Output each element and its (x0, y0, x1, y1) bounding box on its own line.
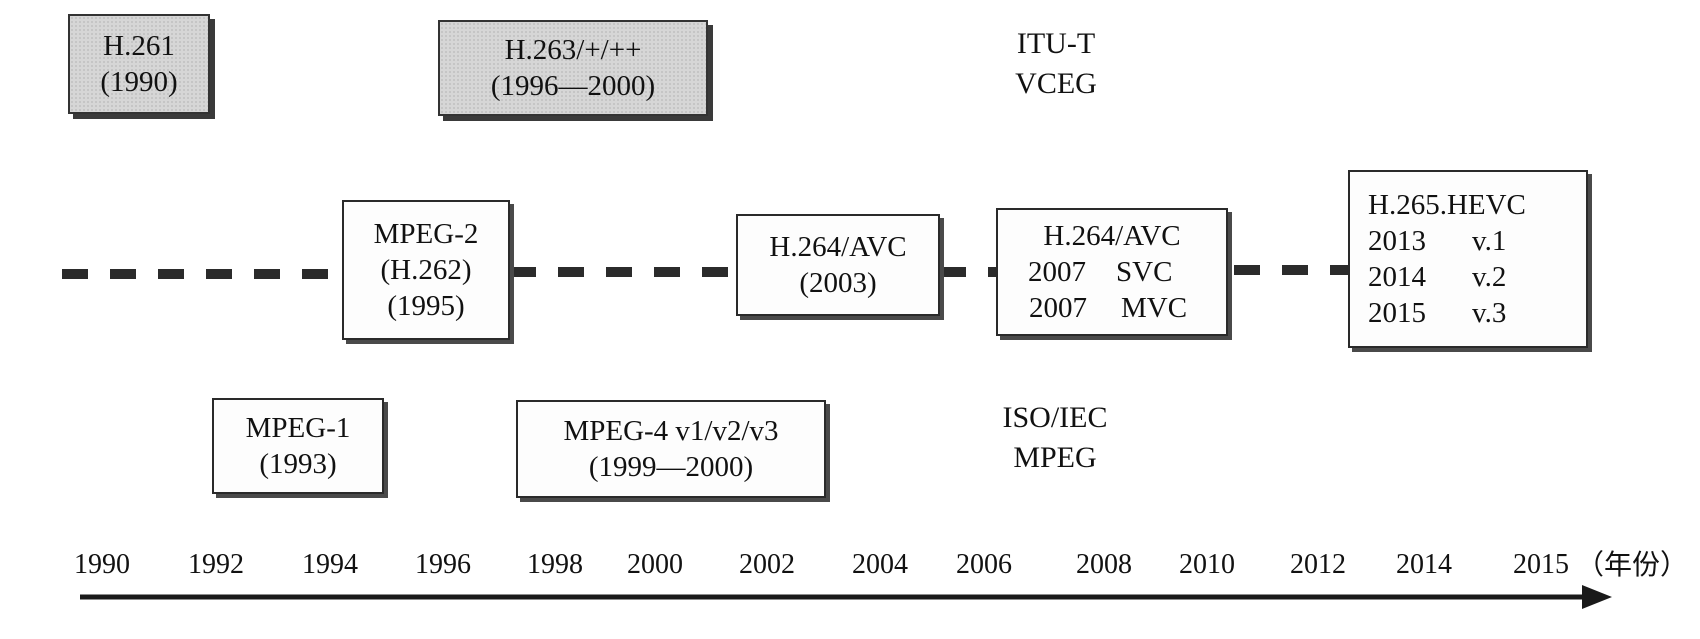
axis-tick-1992: 1992 (188, 549, 244, 580)
svc-year: 2007 (1028, 256, 1086, 288)
dashed-connector (62, 265, 1348, 279)
h265-row-v1: 2013 v.1 (1368, 223, 1586, 259)
axis-tick-2000: 2000 (627, 549, 683, 580)
mvc-year: 2007 (1029, 292, 1087, 324)
h264-name: H.264/AVC (769, 231, 907, 263)
iso-iec-mpeg-label: ISO/IEC MPEG (990, 398, 1120, 478)
mpeg1-name: MPEG-1 (245, 412, 351, 444)
v2-label: v.2 (1472, 261, 1507, 293)
timeline-arrowhead-icon (1582, 585, 1612, 609)
h264ext-row-mvc: 2007 MVC (998, 290, 1226, 326)
axis-tick-1990: 1990 (74, 549, 130, 580)
iso-iec-label: ISO/IEC (1002, 401, 1108, 434)
v3-year: 2015 (1368, 297, 1426, 329)
vceg-label: VCEG (1015, 67, 1097, 100)
v2-year: 2014 (1368, 261, 1426, 293)
h265-row-v3: 2015 v.3 (1368, 295, 1586, 331)
v3-label: v.3 (1472, 297, 1507, 329)
mpeg2-name: MPEG-2 (373, 218, 479, 250)
mpeg-label: MPEG (1013, 441, 1097, 474)
axis-tick-1998: 1998 (527, 549, 583, 580)
mpeg2-box: MPEG-2 (H.262) (1995) (342, 200, 510, 340)
h264ext-name: H.264/AVC (1043, 220, 1181, 252)
axis-tick-2010: 2010 (1179, 549, 1235, 580)
axis-tick-2012: 2012 (1290, 549, 1346, 580)
h264-years: (2003) (799, 267, 877, 299)
h261-box: H.261 (1990) (68, 14, 210, 114)
h265-row-v2: 2014 v.2 (1368, 259, 1586, 295)
h264-box: H.264/AVC (2003) (736, 214, 940, 316)
axis-tick-2002: 2002 (739, 549, 795, 580)
h265-box: H.265.HEVC 2013 v.1 2014 v.2 2015 v.3 (1348, 170, 1588, 348)
mpeg1-years: (1993) (259, 448, 337, 480)
h263-box: H.263/+/++ (1996—2000) (438, 20, 708, 116)
h263-years: (1996—2000) (490, 70, 656, 102)
v1-label: v.1 (1472, 225, 1507, 257)
mpeg4-name: MPEG-4 v1/v2/v3 (563, 415, 779, 447)
mpeg1-box: MPEG-1 (1993) (212, 398, 384, 494)
axis-tick-2015: 2015 (1513, 549, 1569, 580)
h264ext-row-svc: 2007 SVC (998, 254, 1226, 290)
h263-name: H.263/+/++ (504, 34, 642, 66)
axis-tick-2014: 2014 (1396, 549, 1452, 580)
mpeg4-years: (1999—2000) (588, 451, 754, 483)
mvc-label: MVC (1121, 292, 1188, 324)
axis-tick-1996: 1996 (415, 549, 471, 580)
axis-tick-1994: 1994 (302, 549, 358, 580)
itu-t-label: ITU-T (1016, 27, 1096, 60)
axis-tick-2006: 2006 (956, 549, 1012, 580)
h261-years: (1990) (100, 66, 178, 98)
axis-tick-2004: 2004 (852, 549, 908, 580)
v1-year: 2013 (1368, 225, 1426, 257)
h264-extensions-box: H.264/AVC 2007 SVC 2007 MVC (996, 208, 1228, 336)
h261-name: H.261 (103, 30, 175, 62)
axis-tick-2008: 2008 (1076, 549, 1132, 580)
mpeg2-years: (1995) (387, 290, 465, 322)
svc-label: SVC (1116, 256, 1173, 288)
axis-unit-label: （年份） (1576, 548, 1689, 581)
mpeg2-alias: (H.262) (380, 254, 472, 286)
h265-name: H.265.HEVC (1368, 189, 1526, 221)
itu-t-vceg-label: ITU-T VCEG (1000, 24, 1112, 104)
mpeg4-box: MPEG-4 v1/v2/v3 (1999—2000) (516, 400, 826, 498)
